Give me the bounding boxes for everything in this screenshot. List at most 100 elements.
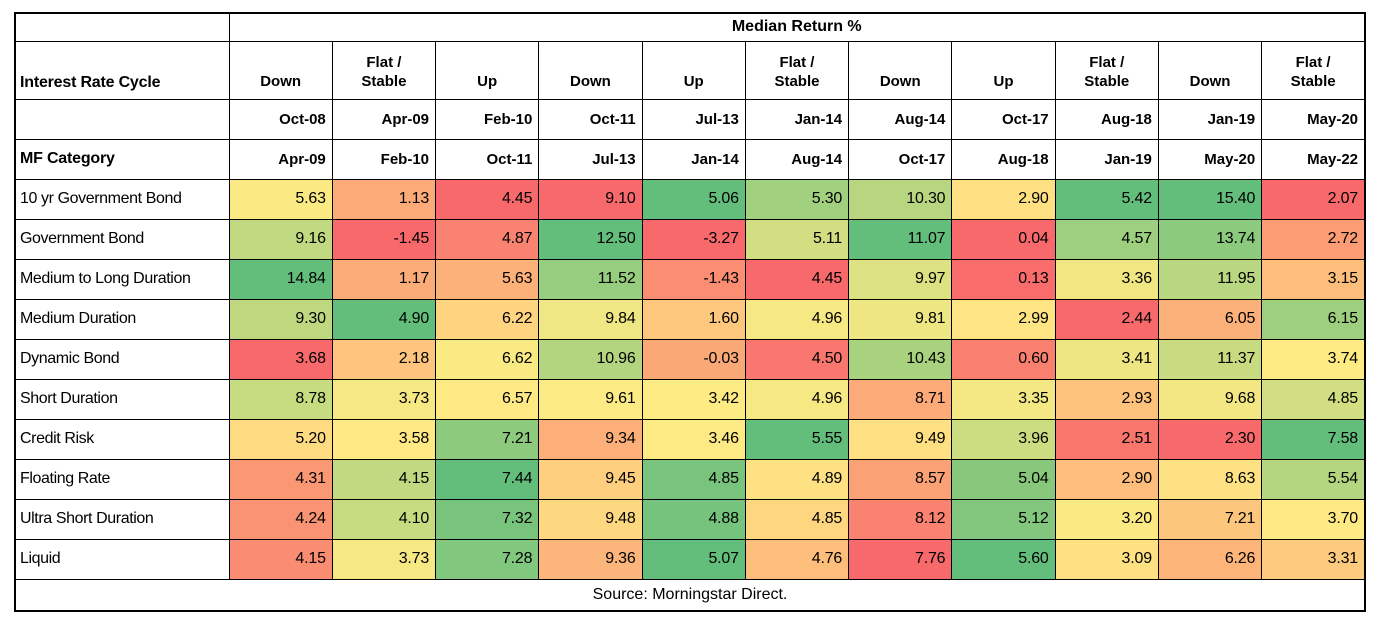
heatmap-cell: 4.76 [744,538,850,580]
heatmap-cell: 8.71 [848,378,953,420]
period-start-3: Feb-10 [435,98,540,140]
heatmap-cell: 10.96 [538,338,643,380]
heatmap-cell: 5.60 [951,538,1056,580]
period-end-8: Aug-18 [951,138,1056,180]
heatmap-cell: 2.30 [1157,418,1263,460]
period-start-6: Jan-14 [744,98,850,140]
heatmap-cell: 2.51 [1054,418,1159,460]
period-start-9: Aug-18 [1054,98,1159,140]
heatmap-cell: 12.50 [538,218,643,260]
row-label: Floating Rate [14,458,230,500]
heatmap-cell: 1.17 [331,258,437,300]
heatmap-cell: 9.48 [538,498,643,540]
heatmap-cell: 3.74 [1261,338,1366,380]
period-start-1: Oct-08 [228,98,333,140]
heatmap-cell: 2.07 [1261,178,1366,220]
heatmap-cell: 11.52 [538,258,643,300]
heatmap-cell: 9.61 [538,378,643,420]
mf-category-label: MF Category [14,138,230,180]
heatmap-cell: 5.55 [744,418,850,460]
heatmap-cell: 9.68 [1157,378,1263,420]
row-label: Dynamic Bond [14,338,230,380]
heatmap-cell: 5.04 [951,458,1056,500]
heatmap-cell: 2.90 [951,178,1056,220]
heatmap-cell: 9.34 [538,418,643,460]
heatmap-cell: 4.85 [641,458,746,500]
heatmap-cell: 3.73 [331,538,437,580]
heatmap-cell: 11.07 [848,218,953,260]
heatmap-cell: 1.13 [331,178,437,220]
row-label: 10 yr Government Bond [14,178,230,220]
cycle-header-3: Up [435,40,540,100]
median-return-heatmap: Median Return % Interest Rate Cycle Down… [14,12,1366,612]
heatmap-cell: 9.45 [538,458,643,500]
heatmap-cell: 5.54 [1261,458,1366,500]
table-title: Median Return % [228,12,1366,42]
period-start-4: Oct-11 [538,98,643,140]
heatmap-cell: 9.16 [228,218,333,260]
period-start-2: Apr-09 [331,98,437,140]
period-start-11: May-20 [1261,98,1366,140]
heatmap-cell: 3.15 [1261,258,1366,300]
heatmap-cell: 2.72 [1261,218,1366,260]
heatmap-cell: 5.63 [228,178,333,220]
heatmap-cell: 4.10 [331,498,437,540]
heatmap-cell: -3.27 [641,218,746,260]
heatmap-cell: 6.62 [435,338,540,380]
heatmap-cell: 8.78 [228,378,333,420]
cycle-header-9: Flat / Stable [1054,40,1159,100]
heatmap-cell: 10.43 [848,338,953,380]
heatmap-cell: 9.84 [538,298,643,340]
period-start-7: Aug-14 [848,98,953,140]
period-end-5: Jan-14 [641,138,746,180]
heatmap-cell: 2.93 [1054,378,1159,420]
heatmap-cell: 11.95 [1157,258,1263,300]
cycle-header-5: Up [641,40,746,100]
heatmap-cell: 2.99 [951,298,1056,340]
cycle-header-8: Up [951,40,1056,100]
heatmap-cell: 0.04 [951,218,1056,260]
heatmap-cell: 4.50 [744,338,850,380]
table-row: Floating Rate 4.31 4.15 7.44 9.45 4.85 4.89 8.5… [14,458,1366,500]
heatmap-cell: 9.49 [848,418,953,460]
cycle-header-2: Flat / Stable [331,40,437,100]
heatmap-cell: 7.58 [1261,418,1366,460]
heatmap-cell: 4.96 [744,298,850,340]
heatmap-cell: 3.96 [951,418,1056,460]
heatmap-cell: 0.13 [951,258,1056,300]
table-row: Dynamic Bond 3.68 2.18 6.62 10.96 -0.03 4.50 10… [14,338,1366,380]
interest-rate-cycle-label: Interest Rate Cycle [14,40,230,100]
heatmap-cell: 4.96 [744,378,850,420]
heatmap-cell: 9.36 [538,538,643,580]
heatmap-cell: 3.68 [228,338,333,380]
heatmap-cell: 3.42 [641,378,746,420]
heatmap-cell: 5.30 [744,178,850,220]
cycle-header-11: Flat / Stable [1261,40,1366,100]
period-end-6: Aug-14 [744,138,850,180]
heatmap-cell: 6.15 [1261,298,1366,340]
title-row: Median Return % [14,12,1366,42]
period-start-10: Jan-19 [1157,98,1263,140]
period-end-11: May-22 [1261,138,1366,180]
heatmap-cell: 5.07 [641,538,746,580]
heatmap-cell: 4.45 [744,258,850,300]
table-row: 10 yr Government Bond 5.63 1.13 4.45 9.10 5.0… [14,178,1366,220]
heatmap-cell: 4.85 [744,498,850,540]
period-end-10: May-20 [1157,138,1263,180]
heatmap-cell: 0.60 [951,338,1056,380]
row-label: Ultra Short Duration [14,498,230,540]
heatmap-cell: -0.03 [641,338,746,380]
table-row: Liquid 4.15 3.73 7.28 9.36 5.07 4.76 7.76 5.60 3.… [14,538,1366,580]
corner-cell [14,12,230,42]
heatmap-cell: 1.60 [641,298,746,340]
period-end-row: MF Category Apr-09 Feb-10 Oct-11 Jul-13 Jan-… [14,138,1366,180]
period-start-row: Oct-08 Apr-09 Feb-10 Oct-11 Jul-13 Jan-14 Aug-… [14,98,1366,140]
table-row: Government Bond 9.16 -1.45 4.87 12.50 -3.27 5.… [14,218,1366,260]
table-row: Medium to Long Duration 14.84 1.17 5.63 11.5… [14,258,1366,300]
table-row: Short Duration 8.78 3.73 6.57 9.61 3.42 4.96 8.… [14,378,1366,420]
row-label: Medium to Long Duration [14,258,230,300]
heatmap-cell: 7.32 [435,498,540,540]
heatmap-cell: 4.87 [435,218,540,260]
heatmap-cell: 7.44 [435,458,540,500]
heatmap-cell: 4.45 [435,178,540,220]
